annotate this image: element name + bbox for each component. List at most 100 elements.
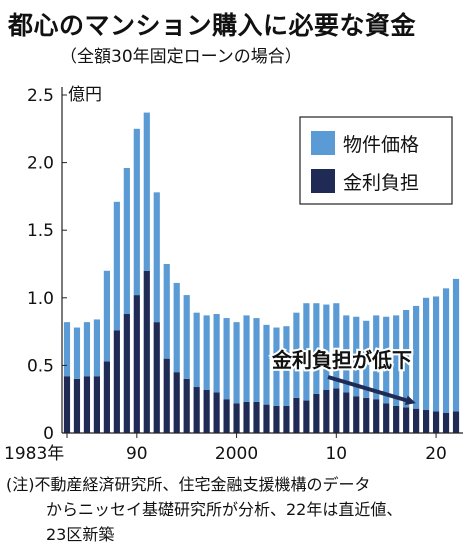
bar-segment-price (113, 201, 120, 331)
bar-segment-interest (183, 378, 190, 433)
bar-segment-price (73, 327, 81, 379)
bar-segment-interest (293, 397, 300, 433)
bar-segment-price (363, 320, 370, 398)
annotation-arrow (327, 375, 416, 406)
bar-segment-price (403, 309, 410, 408)
bar-segment-interest (213, 392, 220, 433)
bar-segment-interest (263, 404, 270, 433)
bar-segment-interest (133, 295, 140, 433)
bar-segment-price (432, 296, 440, 412)
x-tick-label: 10 (325, 444, 347, 464)
bar-segment-price (423, 297, 430, 411)
legend-swatch (311, 131, 335, 155)
bar-segment-price (343, 315, 350, 393)
bar-segment-price (452, 278, 460, 412)
bar-segment-price (442, 288, 450, 413)
bar-segment-interest (103, 361, 110, 433)
bar-segment-interest (143, 270, 150, 433)
chart-title: 都心のマンション購入に必要な資金 (8, 11, 417, 40)
bar-segment-price (213, 314, 220, 393)
y-tick-label: 2.0 (27, 154, 54, 174)
bar-segment-price (163, 264, 170, 359)
bar-segment-interest (393, 405, 400, 433)
bar-segment-price (63, 322, 71, 377)
bar-segment-price (133, 128, 140, 296)
bar-segment-price (313, 303, 320, 394)
annotation-group: 金利負担が低下 (269, 346, 416, 406)
bar-segment-interest (333, 388, 340, 433)
bar-segment-price (143, 112, 150, 271)
bar-segment-price (193, 312, 200, 388)
bar-segment-interest (373, 399, 380, 433)
bar-segment-price (273, 327, 280, 406)
bar-segment-price (243, 315, 250, 402)
footnote-line: (注)不動産経済研究所、住宅金融支援機構のデータ (6, 475, 371, 494)
bar-segment-price (373, 315, 380, 400)
bar-segment-price (93, 319, 100, 377)
bar-segment-interest (283, 405, 290, 433)
bar-segment-price (153, 192, 160, 323)
bar-segment-price (223, 318, 230, 400)
legend-label: 金利負担 (343, 172, 419, 194)
bar-segment-interest (273, 405, 280, 433)
bar-segment-price (283, 326, 290, 406)
x-tick-label: 20 (425, 444, 447, 464)
bar-segment-price (303, 303, 310, 401)
y-tick-label: 1.5 (27, 221, 54, 241)
bar-segment-price (393, 315, 400, 406)
bar-segment-interest (253, 401, 260, 433)
bar-segment-price (83, 322, 91, 377)
bar-segment-interest (303, 400, 310, 433)
bar-segment-price (413, 305, 420, 409)
bar-segment-price (333, 303, 340, 389)
annotation-label: 金利負担が低下 (271, 348, 412, 372)
bar-segment-interest (93, 376, 100, 433)
bar-segment-interest (403, 407, 410, 433)
bar-segment-price (233, 322, 240, 404)
legend-swatch (311, 169, 335, 193)
bar-segment-interest (363, 397, 370, 433)
bar-segment-interest (383, 403, 390, 433)
bar-segment-price (203, 315, 210, 390)
bar-segment-interest (353, 396, 360, 433)
bar-segment-price (183, 295, 190, 379)
bar-segment-interest (432, 411, 440, 433)
bars-group (63, 112, 460, 433)
bar-segment-price (383, 316, 390, 404)
y-axis-unit-label: 億円 (68, 85, 102, 105)
bar-segment-price (353, 316, 360, 397)
bar-segment-price (253, 318, 260, 402)
bar-segment-price (293, 312, 300, 398)
bar-segment-interest (173, 372, 180, 433)
y-tick-label: 0 (43, 424, 54, 444)
bar-segment-price (173, 282, 180, 373)
y-tick-label: 2.5 (27, 86, 54, 106)
y-tick-label: 1.0 (27, 289, 54, 309)
x-tick-label: 90 (126, 444, 148, 464)
bar-segment-interest (423, 410, 430, 433)
y-tick-label: 0.5 (27, 356, 54, 376)
bar-segment-price (323, 304, 330, 390)
bar-segment-interest (203, 389, 210, 433)
bar-segment-interest (63, 376, 71, 433)
bar-segment-interest (243, 401, 250, 433)
footnote: (注)不動産経済研究所、住宅金融支援機構のデータ からニッセイ基礎研究所が分析、… (6, 472, 468, 547)
bar-segment-price (123, 168, 130, 315)
bar-segment-price (103, 270, 110, 362)
bar-segment-interest (83, 376, 91, 433)
bar-segment-interest (123, 314, 130, 433)
bar-segment-interest (323, 389, 330, 433)
bar-segment-interest (193, 387, 200, 433)
bar-segment-interest (153, 322, 160, 433)
bar-segment-interest (223, 399, 230, 433)
bar-segment-interest (233, 403, 240, 433)
bar-segment-interest (413, 408, 420, 433)
chart-subtitle: （全額30年固定ローンの場合） (60, 47, 302, 67)
bar-segment-interest (343, 392, 350, 433)
axes-group: 0 0.5 1.0 1.5 2.0 2.5 億円 1983年 90 2000 10 20 (4, 85, 463, 464)
bar-segment-interest (73, 378, 81, 433)
x-tick-label: 1983年 (4, 444, 64, 464)
footnote-line: からニッセイ基礎研究所が分析、22年は直近値、 (46, 500, 403, 519)
footnote-line: 23区新築 (46, 525, 115, 544)
